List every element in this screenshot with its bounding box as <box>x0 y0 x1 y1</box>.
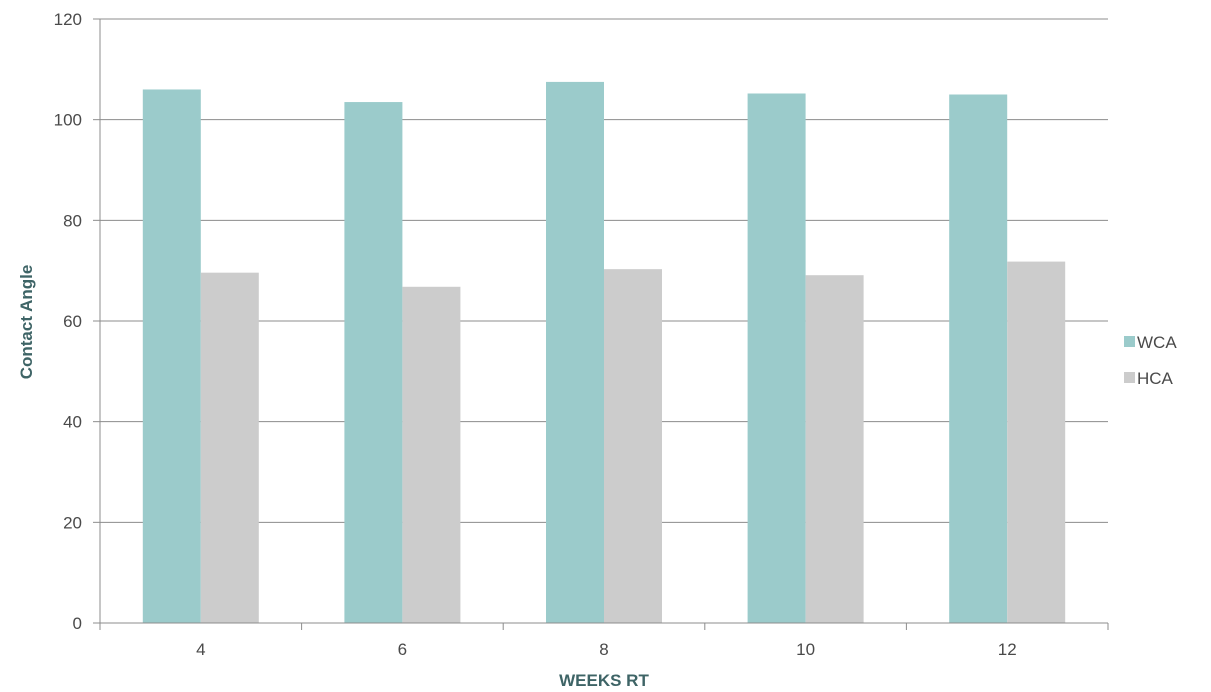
y-tick-label: 120 <box>54 10 82 29</box>
bar-wca-12 <box>949 94 1008 623</box>
bar-hca-8 <box>604 269 662 623</box>
x-axis-title: WEEKS RT <box>559 671 649 690</box>
y-tick-label: 100 <box>54 111 82 130</box>
y-axis-title: Contact Angle <box>17 265 36 380</box>
x-tick-label: 10 <box>796 640 815 659</box>
bar-hca-10 <box>805 275 864 623</box>
bar-hca-12 <box>1007 261 1066 623</box>
legend-label-hca: HCA <box>1137 369 1174 388</box>
legend-swatch-hca <box>1124 372 1135 383</box>
bar-wca-4 <box>142 89 201 623</box>
x-tick-label: 4 <box>196 640 205 659</box>
bars <box>142 81 1066 624</box>
bar-wca-8 <box>546 81 604 623</box>
bar-wca-6 <box>344 102 403 624</box>
y-tick-label: 0 <box>73 614 82 633</box>
tick-labels: 0 20 40 60 80 100 120 4 6 8 10 12 <box>54 10 1017 659</box>
legend-swatch-wca <box>1124 336 1135 347</box>
y-tick-label: 80 <box>63 211 82 230</box>
legend: WCA HCA <box>1124 333 1177 388</box>
legend-label-wca: WCA <box>1137 333 1177 352</box>
y-tick-label: 20 <box>63 513 82 532</box>
y-tick-label: 60 <box>63 312 82 331</box>
bar-wca-10 <box>747 93 806 623</box>
axes <box>93 18 1109 630</box>
x-tick-label: 6 <box>398 640 407 659</box>
y-tick-label: 40 <box>63 413 82 432</box>
bar-hca-4 <box>200 272 259 623</box>
x-tick-label: 8 <box>599 640 608 659</box>
bar-hca-6 <box>402 286 461 623</box>
x-tick-label: 12 <box>998 640 1017 659</box>
